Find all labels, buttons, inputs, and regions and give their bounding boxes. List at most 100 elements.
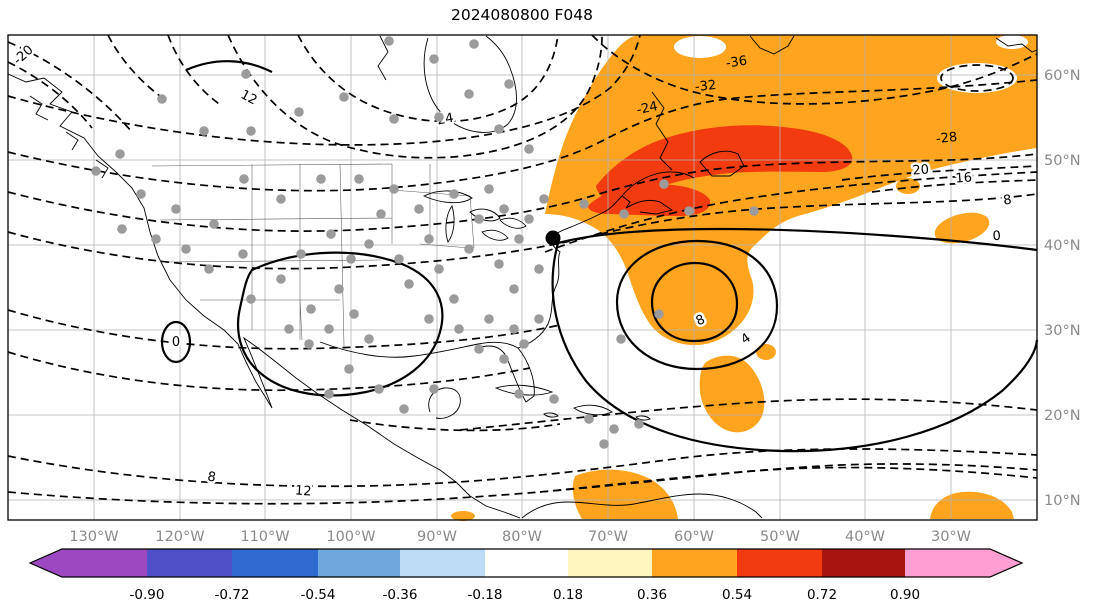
grid-lines <box>8 35 1037 520</box>
station-dot <box>346 254 356 264</box>
station-dot <box>524 144 534 154</box>
station-dot <box>509 324 519 334</box>
station-dot <box>654 309 664 319</box>
contour-label: 12 <box>238 87 260 108</box>
coastlines <box>7 35 1038 519</box>
station-dot <box>429 54 439 64</box>
colorbar-segment <box>232 549 318 577</box>
colorbar-segment <box>652 549 737 577</box>
colorbar-segment <box>737 549 822 577</box>
dashed-contour <box>297 34 559 123</box>
dashed-contour <box>7 153 1038 232</box>
station-dot <box>449 189 459 199</box>
lat-tick-label: 30°N <box>1044 323 1081 339</box>
station-dot <box>157 94 167 104</box>
solid-contour <box>551 227 1039 453</box>
dashed-contour <box>227 34 603 159</box>
station-dot <box>304 339 314 349</box>
contour-label: 0 <box>172 335 180 350</box>
colorbar-tick-label: 0.72 <box>807 587 837 603</box>
solid-contour <box>236 251 444 397</box>
lon-tick-label: 60°W <box>674 529 714 545</box>
station-dot <box>454 324 464 334</box>
station-dot <box>326 229 336 239</box>
latitude-tick-labels: 60°N 50°N 40°N 30°N 20°N 10°N <box>1044 68 1081 509</box>
lon-tick-label: 110°W <box>240 529 289 545</box>
highlight-station-dot <box>545 230 561 246</box>
coastline-path <box>422 190 527 243</box>
colorbar-tick-label: 0.90 <box>890 587 920 603</box>
colorbar-segment <box>400 549 485 577</box>
dashed-contour <box>940 64 1014 92</box>
station-dot <box>524 214 534 224</box>
station-dot <box>549 394 559 404</box>
colorbar-segment <box>318 549 400 577</box>
station-dot <box>599 439 609 449</box>
contour-label: 12 <box>294 483 312 499</box>
contour-label: 4 <box>738 331 753 348</box>
dashed-contour <box>7 41 133 133</box>
dashed-contour <box>107 34 223 107</box>
contour-label: 20 <box>912 162 930 178</box>
station-dot <box>136 189 146 199</box>
station-dot <box>534 264 544 274</box>
station-dot <box>494 124 504 134</box>
colorbar-segment <box>568 549 652 577</box>
white-hole <box>937 63 1017 93</box>
white-hole <box>996 35 1028 49</box>
coastline-path <box>749 35 1038 55</box>
shaded-regions <box>451 35 1037 521</box>
lon-tick-label: 80°W <box>502 529 542 545</box>
map-frame <box>7 34 1038 521</box>
station-dot <box>519 339 529 349</box>
colorbar-tick-label: -0.36 <box>383 587 418 603</box>
colorbar-extend-right <box>990 549 1022 577</box>
station-dot <box>344 364 354 374</box>
station-dot <box>539 194 549 204</box>
station-dot <box>117 224 127 234</box>
station-dot <box>509 284 519 294</box>
station-dot <box>474 214 484 224</box>
contour-label: 0 <box>992 229 1001 245</box>
lat-tick-label: 50°N <box>1044 153 1081 169</box>
station-dot <box>246 294 256 304</box>
contour-label: -32 <box>694 78 717 95</box>
station-dot <box>376 209 386 219</box>
station-dot <box>404 279 414 289</box>
lon-tick-label: 120°W <box>155 529 204 545</box>
lon-tick-label: 130°W <box>69 529 118 545</box>
coastline-path <box>428 387 461 419</box>
colorbar-tick-label: -0.18 <box>468 587 503 603</box>
station-dot <box>204 264 214 274</box>
station-dot <box>209 219 219 229</box>
colorbar-segment <box>822 549 905 577</box>
station-dot <box>306 304 316 314</box>
dashed-contours <box>7 34 1038 505</box>
plot-title: 2024080800 F048 <box>451 6 593 24</box>
contour-label: -28 <box>935 130 958 147</box>
colorbar-tick-label: -0.90 <box>130 587 165 603</box>
station-dots <box>91 36 759 449</box>
station-dot <box>334 284 344 294</box>
station-dot <box>374 384 384 394</box>
station-dot <box>464 244 474 254</box>
contour-label: -36 <box>725 54 748 72</box>
station-dot <box>584 414 594 424</box>
station-dot <box>364 239 374 249</box>
station-dot <box>434 112 444 122</box>
orange-shade-region <box>896 178 920 194</box>
station-dot <box>434 264 444 274</box>
coastline-path <box>7 73 521 519</box>
station-dot <box>484 184 494 194</box>
station-dot <box>384 36 394 46</box>
dashed-contour <box>7 309 561 350</box>
station-dot <box>609 424 619 434</box>
solid-contour <box>160 320 192 364</box>
station-dot <box>514 389 524 399</box>
station-dot <box>171 204 181 214</box>
dashed-contour <box>539 463 1038 493</box>
dashed-contour <box>871 179 1038 193</box>
contour-label: -20 <box>11 43 37 68</box>
station-dot <box>238 249 248 259</box>
